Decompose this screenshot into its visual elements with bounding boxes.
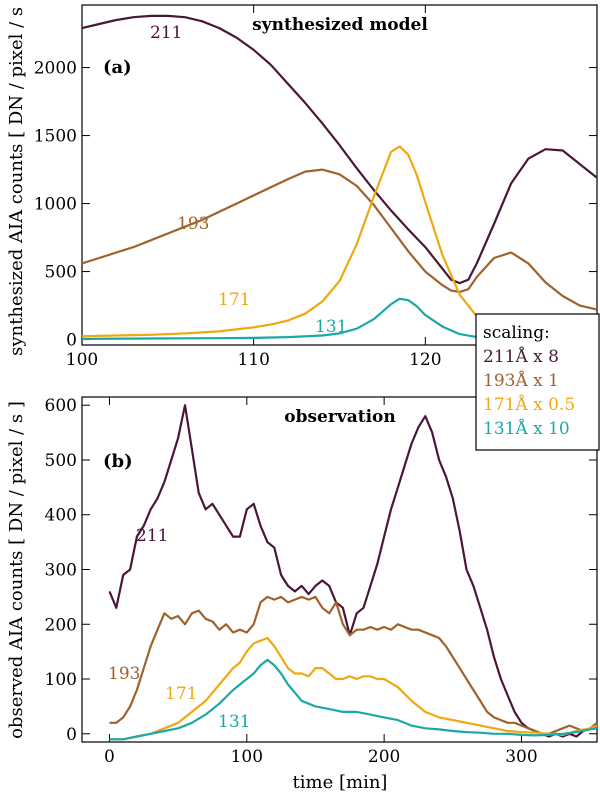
panel-b-x-ticks: 0 100 200 300 [104, 397, 538, 767]
panel-a-series-line-211 [81, 14, 598, 285]
panel-b-label-131: 131 [218, 712, 250, 732]
panel-b-y-ticks: 0 100 200 300 400 500 600 [45, 396, 597, 745]
panel-a-label-171: 171 [218, 290, 250, 310]
panel-b-x-tick-label: 0 [104, 747, 115, 767]
panel-a-y-tick-label: 1500 [34, 127, 77, 147]
panel-b-series-line-171 [109, 636, 598, 741]
legend-entry-193: 193Å x 1 [483, 370, 559, 391]
panel-b-series-line-211 [108, 404, 598, 738]
panel-b-label-193: 193 [108, 664, 140, 684]
legend-entry-131: 131Å x 10 [483, 418, 570, 439]
legend-entry-171: 171Å x 0.5 [483, 394, 575, 415]
legend-entry-211: 211Å x 8 [483, 346, 559, 367]
panel-b-title: observation [284, 407, 395, 427]
panel-a-frame [81, 4, 598, 346]
panel-a-title: synthesized model [252, 15, 428, 35]
panel-a-y-tick-label: 2000 [34, 59, 77, 79]
panel-a-x-tick-label: 110 [237, 350, 269, 370]
panel-a-label-211: 211 [150, 23, 182, 43]
legend-title: scaling: [483, 323, 550, 343]
panel-b-y-tick-label: 600 [45, 396, 77, 416]
panel-b: 0 100 200 300 0 100 200 300 400 500 600 observati… [6, 396, 598, 793]
panel-b-label-211: 211 [136, 526, 168, 546]
panel-b-label-171: 171 [165, 684, 197, 704]
panel-a-series [81, 14, 598, 340]
panel-a-label-131: 131 [315, 317, 347, 337]
panel-b-y-tick-label: 300 [45, 561, 77, 581]
panel-b-y-axis-label: observed AIA counts [ DN / pixel / s ] [6, 401, 27, 739]
panel-b-y-tick-label: 100 [45, 670, 77, 690]
panel-b-series [108, 404, 598, 741]
panel-a-x-ticks: 100 110 120 [66, 5, 442, 370]
panel-a-x-tick-label: 120 [409, 350, 441, 370]
legend: scaling: 211Å x 8 193Å x 1 171Å x 0.5 13… [475, 313, 600, 451]
panel-b-x-tick-label: 200 [368, 747, 400, 767]
panel-b-series-line-131 [109, 658, 598, 741]
panel-a-series-line-193 [81, 168, 598, 311]
panel-b-y-tick-label: 0 [66, 725, 77, 745]
panel-a-y-axis-label: synthesized AIA counts [ DN / pixel / s … [6, 0, 27, 356]
panel-b-x-tick-label: 100 [231, 747, 263, 767]
panel-b-y-tick-label: 400 [45, 506, 77, 526]
panel-b-series-line-193 [109, 595, 598, 735]
panel-b-x-tick-label: 300 [505, 747, 537, 767]
panel-a-letter: (a) [103, 57, 132, 78]
panel-a: 100 110 120 0 500 1000 1500 2000 synthesized m… [6, 0, 598, 370]
panel-b-x-axis-label: time [min] [293, 772, 388, 793]
legend-box [475, 313, 600, 451]
panel-b-y-tick-label: 200 [45, 615, 77, 635]
panel-a-y-tick-label: 500 [45, 263, 77, 283]
panel-a-y-tick-label: 1000 [34, 195, 77, 215]
panel-a-label-193: 193 [177, 214, 209, 234]
panel-a-x-tick-label: 100 [66, 350, 98, 370]
panel-b-y-tick-label: 500 [45, 451, 77, 471]
panel-a-y-tick-label: 0 [66, 331, 77, 351]
panel-b-letter: (b) [103, 451, 133, 472]
